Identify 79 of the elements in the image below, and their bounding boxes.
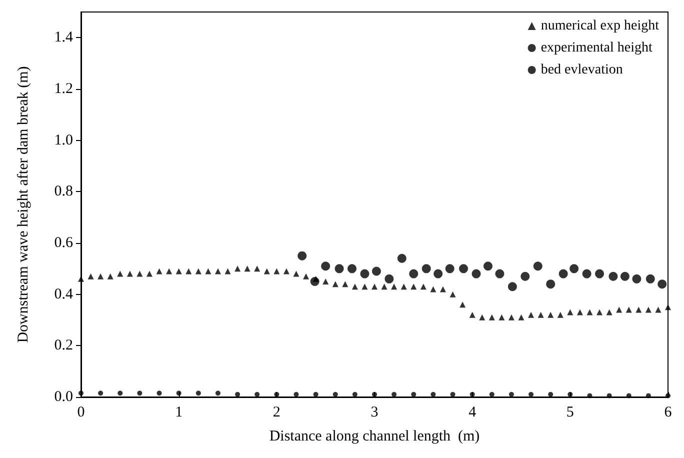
point (98, 390, 104, 396)
point (78, 390, 84, 396)
point (489, 392, 494, 397)
point (558, 269, 568, 278)
y-axis-title: Downstream wave height after dam break (m) (16, 66, 32, 343)
point (348, 264, 356, 274)
y-tick-label: 1.0 (54, 132, 73, 148)
point (472, 269, 481, 278)
legend-label: bed evlevation (540, 62, 623, 78)
point (274, 392, 280, 397)
point (434, 269, 443, 278)
point (646, 393, 651, 398)
x-tick-label: 4 (468, 404, 477, 420)
point (118, 390, 123, 396)
x-tick-label: 6 (664, 404, 672, 420)
legend-label: experimental height (540, 40, 652, 56)
point (508, 282, 517, 292)
point (620, 272, 630, 281)
point (483, 262, 492, 271)
y-tick-label: 0.6 (54, 235, 74, 251)
point (215, 390, 220, 396)
point (445, 264, 454, 274)
point (646, 274, 655, 284)
point (450, 392, 456, 397)
point (587, 393, 592, 398)
point (352, 392, 358, 397)
point (334, 264, 344, 274)
point (570, 264, 579, 274)
x-tick-label: 1 (175, 404, 183, 420)
y-tick-label: 0.0 (54, 389, 73, 405)
point (568, 392, 573, 397)
point (606, 393, 612, 398)
point (384, 274, 394, 284)
x-tick-label: 5 (566, 404, 574, 420)
point (582, 269, 592, 278)
point (632, 274, 642, 284)
point (626, 393, 632, 398)
point (411, 392, 416, 397)
point (495, 269, 504, 278)
point (137, 390, 142, 396)
point (430, 392, 436, 397)
point (470, 392, 475, 397)
point (196, 390, 201, 396)
point (459, 264, 468, 274)
x-tick-label: 2 (272, 404, 280, 420)
point (520, 272, 530, 281)
point (397, 254, 406, 263)
point (658, 280, 667, 289)
x-tick-label: 3 (370, 404, 378, 420)
y-tick-label: 0.2 (54, 338, 73, 354)
y-tick-label: 1.2 (54, 81, 73, 97)
point (254, 392, 260, 397)
point (548, 392, 554, 397)
point (422, 264, 431, 274)
point (294, 392, 299, 397)
y-tick-label: 1.4 (54, 30, 74, 46)
point (332, 392, 338, 397)
point (595, 269, 604, 278)
point (156, 390, 162, 396)
point (546, 280, 556, 289)
point (235, 392, 240, 397)
point (313, 392, 318, 397)
point (298, 251, 307, 260)
x-axis-title: Distance along channel length (m) (269, 428, 480, 444)
legend-label: numerical exp height (540, 18, 660, 34)
y-tick-label: 0.8 (54, 184, 73, 200)
x-tick-label: 0 (77, 404, 85, 420)
y-tick-label: 0.4 (54, 286, 74, 302)
point (372, 266, 381, 276)
point (321, 262, 330, 271)
point (176, 390, 182, 396)
point (409, 269, 418, 278)
point (360, 269, 370, 278)
point (608, 272, 618, 281)
point (392, 392, 397, 397)
point (528, 392, 534, 397)
point (310, 277, 320, 286)
point (533, 262, 542, 271)
point (508, 392, 514, 397)
